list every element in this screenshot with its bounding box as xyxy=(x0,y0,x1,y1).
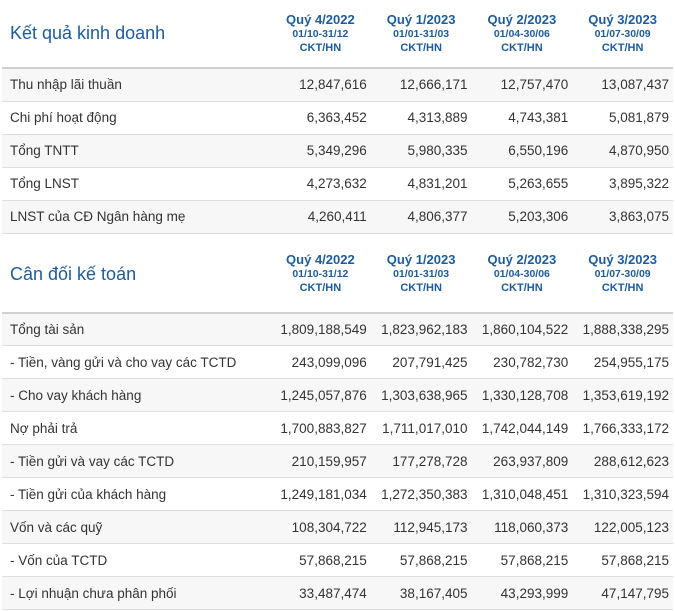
table-row: - Tiền gửi và vay các TCTD 210,159,957 177… xyxy=(2,444,673,478)
row-label: - Tiền gửi của khách hàng xyxy=(2,477,270,511)
table-row: LNST của CĐ Ngân hàng mẹ 4,260,411 4,806,3… xyxy=(2,200,673,234)
cell-value: 4,273,632 xyxy=(270,167,371,201)
cell-value: 6,550,196 xyxy=(471,134,573,168)
row-label: Vốn và các quỹ xyxy=(2,510,270,544)
cell-value: 5,081,879 xyxy=(572,101,673,135)
cell-value: 1,310,323,594 xyxy=(572,477,673,511)
cell-value: 1,742,044,149 xyxy=(471,411,573,445)
cell-value: 57,868,215 xyxy=(572,543,673,577)
balance-sheet-header: Cân đối kế toán Quý 4/2022 01/10-31/12 CKT… xyxy=(2,237,673,313)
cell-value: 254,955,175 xyxy=(572,345,673,379)
table-row: - Tiền, vàng gửi và cho vay các TCTD 243,… xyxy=(2,345,673,379)
cell-value: 1,272,350,383 xyxy=(370,477,472,511)
period-header: Quý 4/2022 01/10-31/12 CKT/HN xyxy=(286,252,355,295)
cell-value: 4,260,411 xyxy=(270,200,371,234)
cell-value: 43,293,999 xyxy=(471,576,573,610)
cell-value: 230,782,730 xyxy=(471,345,573,379)
cell-value: 4,743,381 xyxy=(471,101,573,135)
table-row: Tổng TNTT 5,349,296 5,980,335 6,550,196 4,87… xyxy=(2,134,673,168)
row-label: Tổng tài sản xyxy=(2,312,270,346)
cell-value: 57,868,215 xyxy=(370,543,472,577)
cell-value: 12,847,616 xyxy=(270,68,371,102)
table-row: Chi phí hoạt động 6,363,452 4,313,889 4,743… xyxy=(2,101,673,135)
cell-value: 1,245,057,876 xyxy=(270,378,371,412)
cell-value: 4,831,201 xyxy=(370,167,472,201)
period-header: Quý 1/2023 01/01-31/03 CKT/HN xyxy=(386,252,456,295)
cell-value: 4,870,950 xyxy=(572,134,673,168)
cell-value: 38,167,405 xyxy=(370,576,472,610)
balance-sheet-table: Cân đối kế toán Quý 4/2022 01/10-31/12 CKT… xyxy=(2,237,673,610)
period-header: Quý 2/2023 01/04-30/06 CKT/HN xyxy=(487,252,557,295)
table-row: - Tiền gửi của khách hàng 1,249,181,034 1,… xyxy=(2,477,673,511)
cell-value: 210,159,957 xyxy=(270,444,371,478)
cell-value: 57,868,215 xyxy=(270,543,371,577)
table-row: Vốn và các quỹ 108,304,722 112,945,173 118,… xyxy=(2,510,673,544)
row-label: - Vốn của TCTD xyxy=(2,543,270,577)
cell-value: 33,487,474 xyxy=(270,576,371,610)
cell-value: 5,203,306 xyxy=(471,200,573,234)
row-label: Tổng LNST xyxy=(2,167,270,201)
cell-value: 1,711,017,010 xyxy=(370,411,472,445)
cell-value: 1,888,338,295 xyxy=(572,312,673,346)
cell-value: 4,806,377 xyxy=(370,200,472,234)
cell-value: 1,860,104,522 xyxy=(471,312,573,346)
period-header: Quý 4/2022 01/10-31/12 CKT/HN xyxy=(286,11,355,54)
cell-value: 6,363,452 xyxy=(270,101,371,135)
row-label: Tổng TNTT xyxy=(2,134,270,168)
cell-value: 5,980,335 xyxy=(370,134,472,168)
business-results-table: Kết quả kinh doanh Quý 4/2022 01/10-31/12… xyxy=(2,0,673,234)
cell-value: 3,863,075 xyxy=(572,200,673,234)
period-header: Quý 3/2023 01/07-30/09 CKT/HN xyxy=(588,252,657,295)
cell-value: 288,612,623 xyxy=(572,444,673,478)
cell-value: 243,099,096 xyxy=(270,345,371,379)
cell-value: 108,304,722 xyxy=(270,510,371,544)
table-row: - Cho vay khách hàng 1,245,057,876 1,303,6… xyxy=(2,378,673,412)
row-label: - Cho vay khách hàng xyxy=(2,378,270,412)
cell-value: 12,666,171 xyxy=(370,68,472,102)
table-row: Thu nhập lãi thuần 12,847,616 12,666,171 12… xyxy=(2,68,673,102)
cell-value: 12,757,470 xyxy=(471,68,573,102)
row-label: Nợ phải trả xyxy=(2,411,270,445)
cell-value: 5,263,655 xyxy=(471,167,573,201)
cell-value: 1,330,128,708 xyxy=(471,378,573,412)
row-label: Thu nhập lãi thuần xyxy=(2,68,270,102)
cell-value: 57,868,215 xyxy=(471,543,573,577)
cell-value: 1,766,333,172 xyxy=(572,411,673,445)
cell-value: 122,005,123 xyxy=(572,510,673,544)
cell-value: 1,303,638,965 xyxy=(370,378,472,412)
cell-value: 112,945,173 xyxy=(370,510,472,544)
period-header: Quý 1/2023 01/01-31/03 CKT/HN xyxy=(386,11,456,54)
cell-value: 118,060,373 xyxy=(471,510,573,544)
period-header: Quý 2/2023 01/04-30/06 CKT/HN xyxy=(487,11,557,54)
balance-sheet-title: Cân đối kế toán xyxy=(10,263,137,284)
cell-value: 177,278,728 xyxy=(370,444,472,478)
cell-value: 3,895,322 xyxy=(572,167,673,201)
period-header: Quý 3/2023 01/07-30/09 CKT/HN xyxy=(588,11,657,54)
cell-value: 5,349,296 xyxy=(270,134,371,168)
cell-value: 1,249,181,034 xyxy=(270,477,371,511)
cell-value: 4,313,889 xyxy=(370,101,472,135)
row-label: LNST của CĐ Ngân hàng mẹ xyxy=(2,200,270,234)
cell-value: 263,937,809 xyxy=(471,444,573,478)
business-results-title: Kết quả kinh doanh xyxy=(10,23,166,43)
cell-value: 1,809,188,549 xyxy=(270,312,371,346)
cell-value: 13,087,437 xyxy=(572,68,673,102)
row-label: - Lợi nhuận chưa phân phối xyxy=(2,576,270,610)
row-label: Chi phí hoạt động xyxy=(2,101,270,135)
row-label: - Tiền gửi và vay các TCTD xyxy=(2,444,270,478)
cell-value: 1,700,883,827 xyxy=(270,411,371,445)
table-row: Tổng tài sản 1,809,188,549 1,823,962,183 1,… xyxy=(2,312,673,346)
cell-value: 47,147,795 xyxy=(572,576,673,610)
cell-value: 1,310,048,451 xyxy=(471,477,573,511)
cell-value: 207,791,425 xyxy=(370,345,472,379)
table-row: Tổng LNST 4,273,632 4,831,201 5,263,655 3,89… xyxy=(2,167,673,201)
table-row: Nợ phải trả 1,700,883,827 1,711,017,010 1,7… xyxy=(2,411,673,445)
table-row: - Vốn của TCTD 57,868,215 57,868,215 57,868… xyxy=(2,543,673,577)
cell-value: 1,353,619,192 xyxy=(572,378,673,412)
table-row: - Lợi nhuận chưa phân phối 33,487,474 38,1… xyxy=(2,576,673,610)
row-label: - Tiền, vàng gửi và cho vay các TCTD xyxy=(2,345,270,379)
cell-value: 1,823,962,183 xyxy=(370,312,472,346)
business-results-header: Kết quả kinh doanh Quý 4/2022 01/10-31/12… xyxy=(2,0,673,68)
